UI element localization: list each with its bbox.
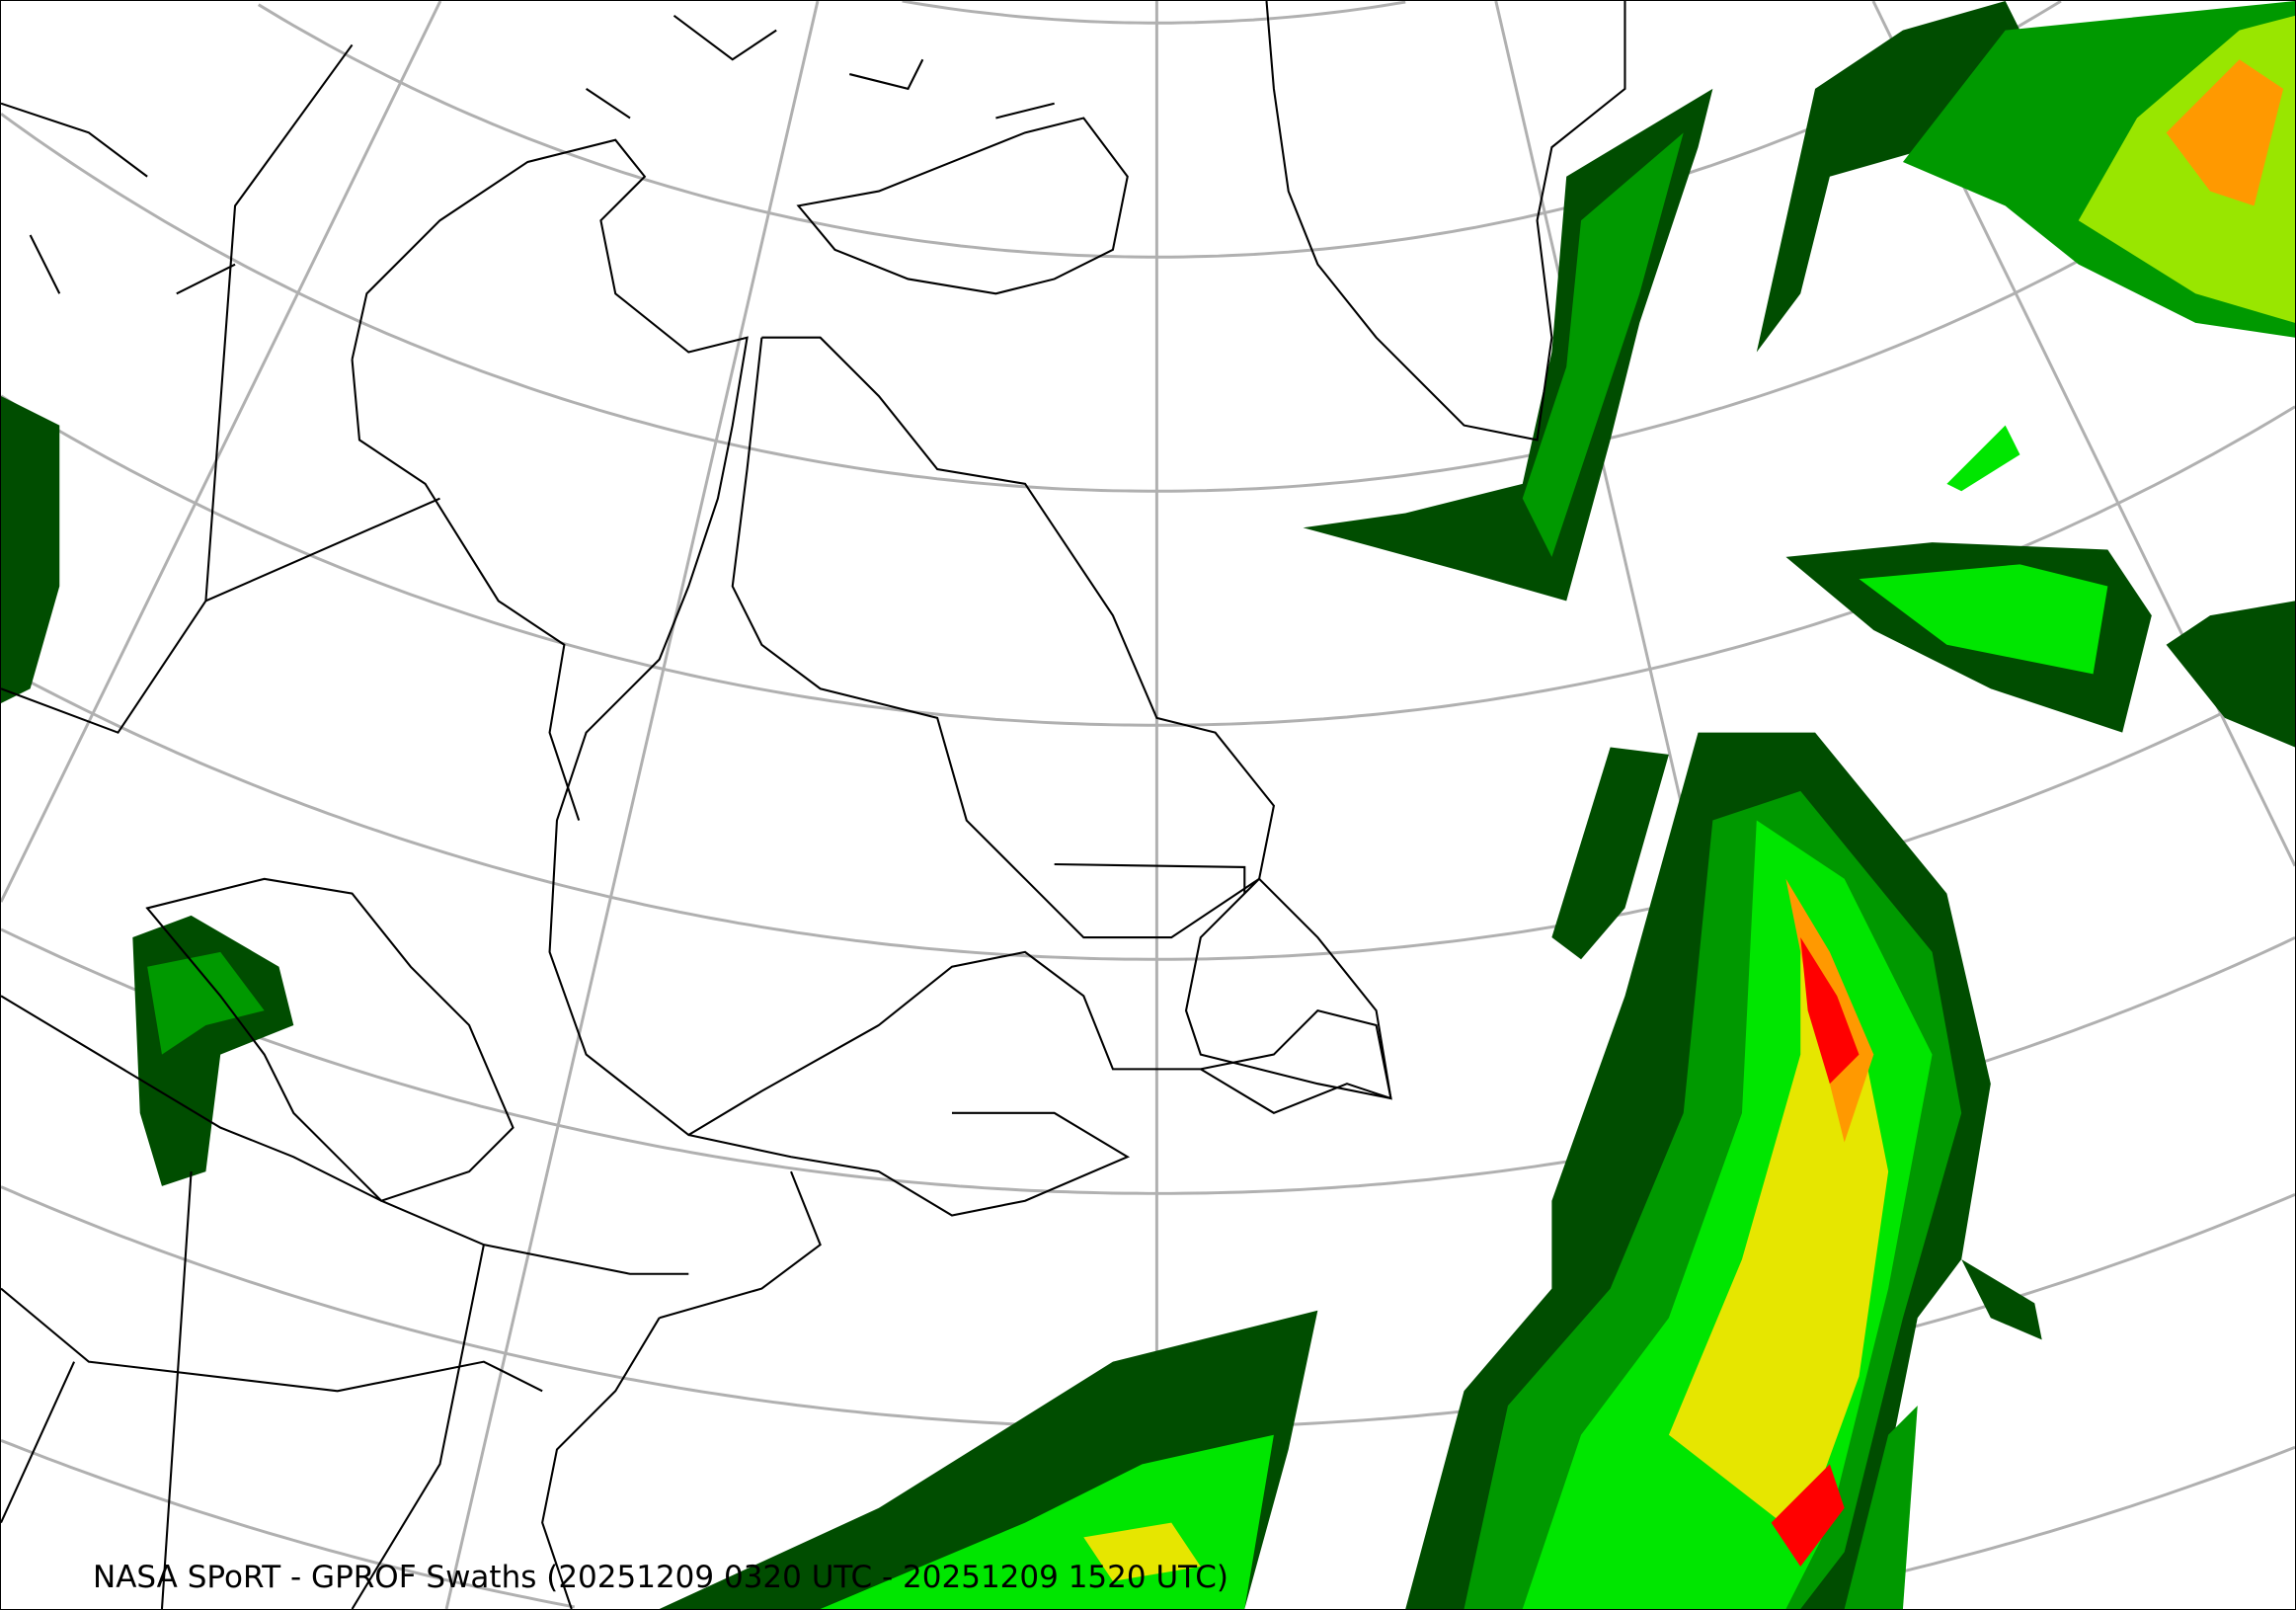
precip-swath bbox=[1771, 1464, 1845, 1568]
precip-swath bbox=[1961, 1258, 2042, 1340]
latitude-line bbox=[1, 113, 2295, 493]
arctic-islands bbox=[1, 14, 1055, 295]
precip-swath bbox=[1859, 564, 2108, 675]
us-east-coast bbox=[541, 1317, 661, 1609]
hudson-bay-coast bbox=[351, 138, 1392, 1137]
precip-swath bbox=[1551, 747, 1669, 960]
baffin-island bbox=[796, 117, 1129, 295]
border-canada-us bbox=[1, 995, 689, 1275]
labrador-coast bbox=[731, 336, 1276, 939]
longitude-line bbox=[444, 1, 820, 1609]
precip-swath bbox=[147, 951, 265, 1055]
precip-swath bbox=[1083, 1522, 1201, 1581]
precip-swath bbox=[2166, 59, 2284, 206]
newfoundland bbox=[1184, 877, 1392, 1100]
great-lakes bbox=[145, 877, 515, 1202]
coastlines-borders bbox=[1, 1, 1626, 1609]
precip-swath bbox=[1522, 132, 1684, 557]
precip-swath bbox=[1844, 1406, 1918, 1609]
precip-swath bbox=[1800, 937, 1860, 1085]
latitude-line bbox=[257, 1, 2062, 259]
greenland-coast bbox=[1265, 1, 1626, 442]
precip-swath bbox=[2166, 601, 2295, 748]
latitude-line bbox=[1, 1438, 576, 1609]
precip-swath bbox=[1, 395, 60, 704]
maritimes-coast bbox=[659, 1111, 1131, 1320]
map-title: NASA SPoRT - GPROF Swaths (20251209 0320… bbox=[93, 1560, 1228, 1595]
latitude-line bbox=[902, 1, 1406, 25]
latitude-line bbox=[1, 665, 2295, 961]
precip-swath bbox=[1946, 425, 2020, 492]
longitude-line bbox=[1, 1, 442, 903]
province-borders bbox=[1, 43, 1246, 1609]
hudson-bay-west bbox=[351, 359, 581, 821]
